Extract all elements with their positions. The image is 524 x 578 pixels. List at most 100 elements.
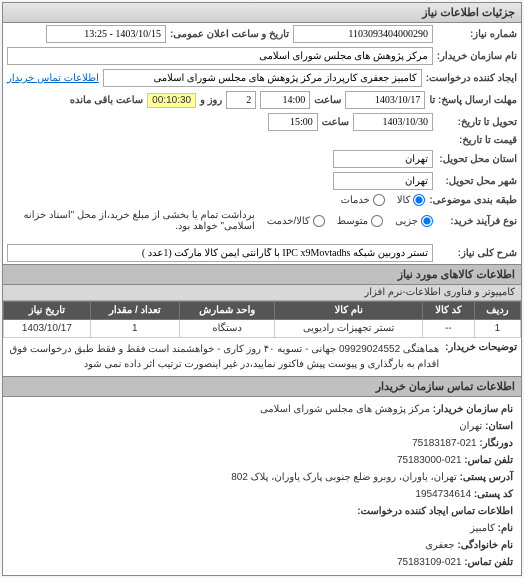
row-price-date: قیمت تا تاریخ: [3, 133, 521, 148]
row-request-no: شماره نیاز: تاریخ و ساعت اعلان عمومی: [3, 23, 521, 45]
col-unit: واحد شمارش [179, 302, 275, 320]
contact-address: تهران، یاوران، روبرو ضلع جنوبی پارک یاور… [231, 472, 457, 483]
contact-state-label: استان: [485, 421, 513, 432]
need-title-label: شرح کلی نیاز: [437, 248, 517, 259]
delivery-city-input[interactable] [333, 172, 433, 190]
creator-input[interactable] [103, 69, 422, 87]
main-panel: جزئیات اطلاعات نیاز شماره نیاز: تاریخ و … [2, 2, 522, 576]
time-label-2: ساعت [322, 117, 349, 128]
req-phone: 021-75183109 [397, 557, 462, 568]
contact-link[interactable]: اطلاعات تماس خریدار [7, 73, 99, 84]
time-label-1: ساعت [314, 95, 341, 106]
req-contact-label: اطلاعات تماس ایجاد کننده درخواست: [357, 506, 513, 517]
notes-text: هماهنگی 09929024552 جهانی - تسویه ۴۰ روز… [7, 342, 439, 372]
delivery-time-input[interactable] [268, 113, 318, 131]
radio-services-label: خدمات [341, 195, 370, 206]
contact-phone: 021-75183000 [397, 455, 462, 466]
goods-table: ردیف کد کالا نام کالا واحد شمارش تعداد /… [3, 301, 521, 338]
goods-header-row: ردیف کد کالا نام کالا واحد شمارش تعداد /… [4, 302, 521, 320]
radio-medium-label: متوسط [337, 216, 368, 227]
buyer-name-label: نام سازمان خریدار: [437, 51, 517, 62]
req-name: کامبیز [470, 523, 495, 534]
process-type-label: نوع فرآیند خرید: [437, 216, 517, 227]
col-name: نام کالا [275, 302, 423, 320]
col-qty: تعداد / مقدار [90, 302, 179, 320]
remaining-label: ساعت باقی مانده [70, 95, 143, 106]
delivery-state-label: استان محل تحویل: [437, 154, 517, 165]
contact-phone-label: تلفن تماس: [464, 455, 513, 466]
contact-fax: 021-75183187 [412, 438, 477, 449]
contact-address-label: آدرس پستی: [460, 472, 513, 483]
remaining-timer: 00:10:30 [147, 93, 196, 108]
deadline-date-input[interactable] [345, 91, 425, 109]
row-need-title: شرح کلی نیاز: [3, 242, 521, 264]
need-title-input[interactable] [7, 244, 433, 262]
request-no-input[interactable] [293, 25, 433, 43]
radio-goods[interactable]: کالا [397, 194, 426, 206]
row-delivery-city: شهر محل تحویل: [3, 170, 521, 192]
col-row: ردیف [474, 302, 520, 320]
radio-small[interactable]: جزیی [395, 215, 433, 227]
cell-name: تستر تجهیزات رادیویی [275, 320, 423, 338]
buyer-name-input[interactable] [7, 47, 433, 65]
days-input[interactable] [226, 91, 256, 109]
contact-block: نام سازمان خریدار: مرکز پژوهش های مجلس ش… [3, 397, 521, 575]
deadline-time-input[interactable] [260, 91, 310, 109]
cell-row: 1 [474, 320, 520, 338]
announce-input[interactable] [46, 25, 166, 43]
process-note: برداشت تمام یا بخشی از مبلغ خرید،از محل … [7, 210, 255, 232]
cell-code: -- [423, 320, 475, 338]
req-phone-label: تلفن تماس: [464, 557, 513, 568]
radio-credit[interactable]: کالا/خدمت [267, 215, 325, 227]
goods-category: کامپیوتر و فناوری اطلاعات-نرم افزار [3, 285, 521, 301]
cell-date: 1403/10/17 [4, 320, 91, 338]
row-delivery-date: تحویل تا تاریخ: ساعت [3, 111, 521, 133]
subject-class-label: طبقه بندی موضوعی: [429, 195, 517, 206]
contact-postal: 1954734614 [415, 489, 471, 500]
col-date: تاریخ نیاز [4, 302, 91, 320]
notes-label: توضیحات خریدار: [445, 342, 517, 372]
table-row[interactable]: 1 -- تستر تجهیزات رادیویی دستگاه 1 1403/… [4, 320, 521, 338]
radio-small-label: جزیی [395, 216, 418, 227]
row-process-type: نوع فرآیند خرید: جزیی متوسط کالا/خدمت بر… [3, 208, 521, 234]
price-label: قیمت تا تاریخ: [437, 135, 517, 146]
request-no-label: شماره نیاز: [437, 29, 517, 40]
panel-title: جزئیات اطلاعات نیاز [3, 3, 521, 23]
radio-goods-label: کالا [397, 195, 411, 206]
req-name-label: نام: [498, 523, 513, 534]
radio-small-input[interactable] [421, 215, 433, 227]
goods-section-title: اطلاعات کالاهای مورد نیاز [3, 264, 521, 285]
contact-fax-label: دورنگار: [479, 438, 513, 449]
delivery-date-label: تحویل تا تاریخ: [437, 117, 517, 128]
radio-goods-input[interactable] [413, 194, 425, 206]
contact-state: تهران [459, 421, 482, 432]
creator-label: ایجاد کننده درخواست: [426, 73, 517, 84]
radio-medium-input[interactable] [371, 215, 383, 227]
radio-credit-label: کالا/خدمت [267, 216, 310, 227]
radio-medium[interactable]: متوسط [337, 215, 383, 227]
contact-org-label: نام سازمان خریدار: [433, 404, 513, 415]
radio-credit-input[interactable] [313, 215, 325, 227]
deadline-label: مهلت ارسال پاسخ: تا [429, 95, 517, 106]
contact-org: مرکز پژوهش های مجلس شورای اسلامی [260, 404, 430, 415]
row-buyer-org: نام سازمان خریدار: [3, 45, 521, 67]
radio-services[interactable]: خدمات [341, 194, 385, 206]
col-code: کد کالا [423, 302, 475, 320]
notes-block: توضیحات خریدار: هماهنگی 09929024552 جهان… [3, 338, 521, 376]
delivery-date-input[interactable] [353, 113, 433, 131]
cell-qty: 1 [90, 320, 179, 338]
announce-label: تاریخ و ساعت اعلان عمومی: [170, 29, 289, 40]
row-subject-class: طبقه بندی موضوعی: کالا خدمات [3, 192, 521, 208]
delivery-city-label: شهر محل تحویل: [437, 176, 517, 187]
req-family-label: نام خانوادگی: [457, 540, 513, 551]
delivery-state-input[interactable] [333, 150, 433, 168]
row-deadline: مهلت ارسال پاسخ: تا ساعت روز و 00:10:30 … [3, 89, 521, 111]
cell-unit: دستگاه [179, 320, 275, 338]
contact-section-title: اطلاعات تماس سازمان خریدار [3, 376, 521, 397]
radio-services-input[interactable] [373, 194, 385, 206]
days-label: روز و [200, 95, 222, 106]
row-delivery-state: استان محل تحویل: [3, 148, 521, 170]
req-family: جعفری [425, 540, 454, 551]
row-creator: ایجاد کننده درخواست: اطلاعات تماس خریدار [3, 67, 521, 89]
contact-postal-label: کد پستی: [474, 489, 513, 500]
